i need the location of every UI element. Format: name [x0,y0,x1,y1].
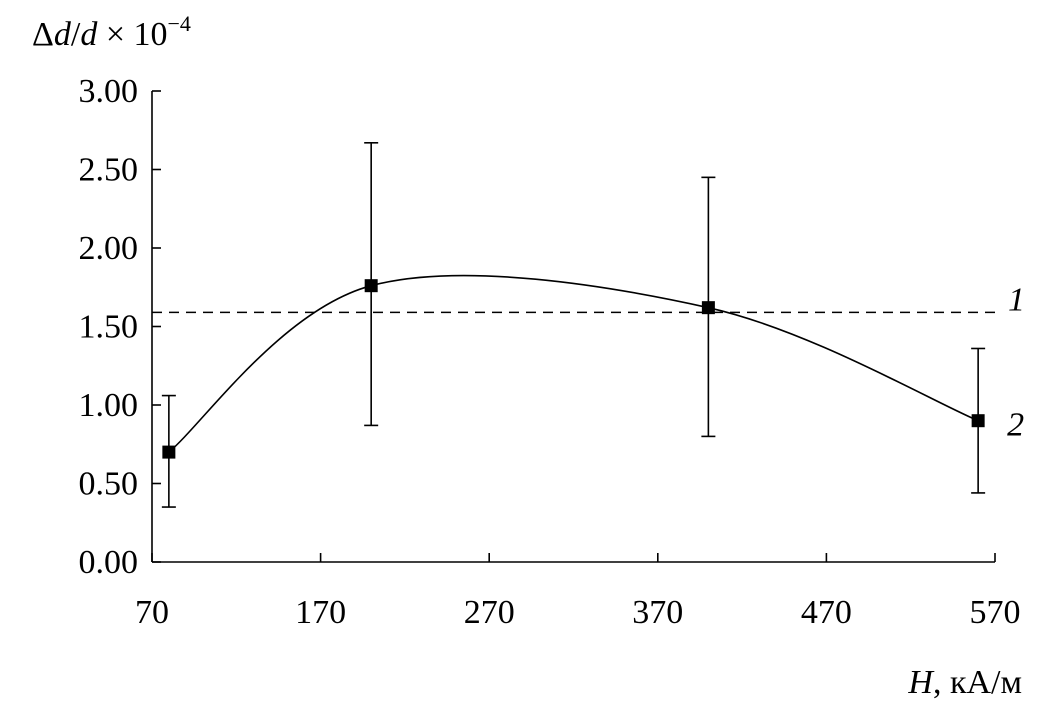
y-axis-title: Δd/d × 10−4 [32,11,191,53]
x-tick-label: 70 [135,594,169,631]
y-axis-title-num: d [54,16,72,53]
y-axis-title-times: × 10 [97,16,167,53]
data-point-marker [162,445,176,459]
x-tick-label: 570 [970,594,1021,631]
data-point-marker [971,414,985,428]
y-tick-label: 1.50 [79,309,139,346]
y-tick-label: 2.00 [79,230,139,267]
axes [151,91,995,563]
x-tick-label: 470 [801,594,852,631]
x-tick-label: 270 [464,594,515,631]
y-tick-label: 1.00 [79,387,139,424]
y-tick-label: 2.50 [79,152,139,189]
series-2-label: 2 [1007,407,1024,444]
y-tick-label: 0.50 [79,466,139,503]
y-axis-title-delta: Δ [32,16,54,53]
x-axis-title-var: H [907,664,935,701]
data-point-marker [701,301,715,315]
x-tick-label: 170 [295,594,346,631]
y-ticks: 0.00 0.50 1.00 1.50 2.00 2.50 3.00 [79,73,161,581]
x-axis-title-unit: , кА/м [933,664,1022,701]
x-ticks: 70 170 270 370 470 570 [135,553,1021,631]
series-layer: 12 [152,142,1025,508]
x-tick-label: 370 [632,594,683,631]
y-axis-title-slash: / [71,16,81,53]
y-tick-label: 3.00 [79,73,139,110]
y-tick-label: 0.00 [79,544,139,581]
series-1-label: 1 [1008,281,1025,318]
series-2-curve [168,274,979,453]
y-axis-title-exponent: −4 [168,11,191,36]
y-axis-title-den: d [80,16,98,53]
data-point-marker [364,279,378,293]
x-axis-title: H, кА/м [907,664,1022,701]
